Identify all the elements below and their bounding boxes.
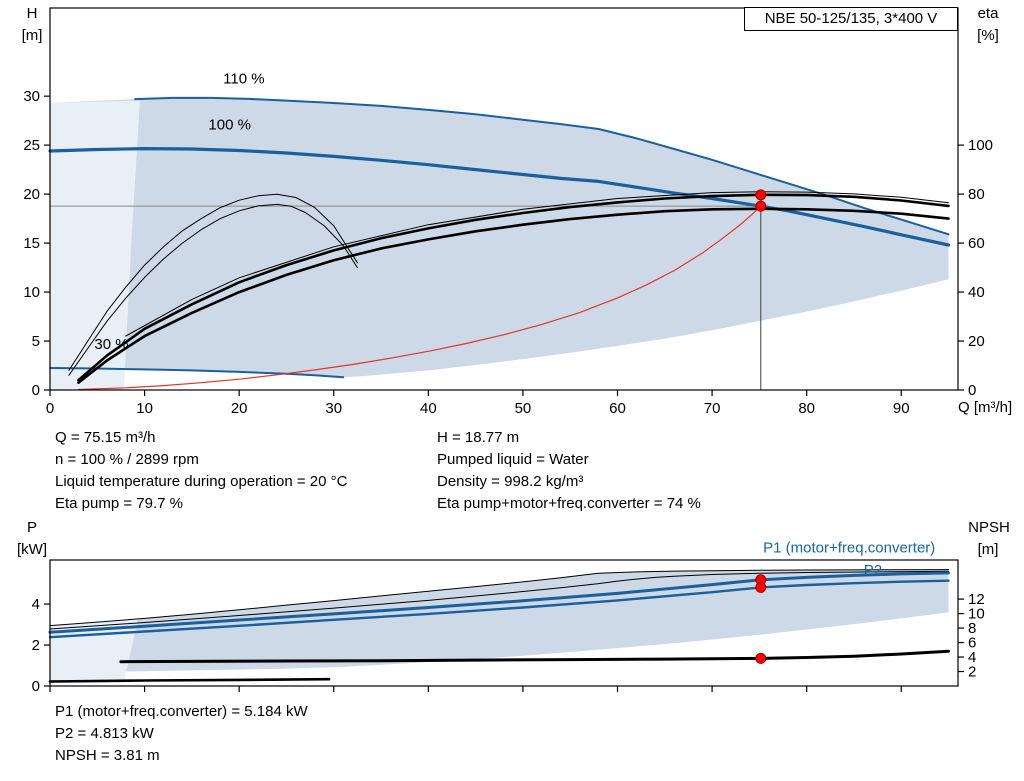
power-line-npsh: NPSH = 3.81 m [55,747,160,764]
plot-frame [49,7,959,391]
detail-line-temp: Liquid temperature during operation = 20… [55,473,348,490]
series-speed-curve-30 [49,367,345,379]
region-operating-envelope [50,97,949,378]
y-left-tick-label: 10 [23,284,40,301]
x-tick-label: 60 [609,400,626,417]
duty-details-right: H = 18.77 m Pumped liquid = Water Densit… [437,427,701,515]
power-line-p1: P1 (motor+freq.converter) = 5.184 kW [55,703,308,720]
curve-label: P1 (motor+freq.converter) [763,539,935,556]
y-right-tick-label: 0 [968,382,976,399]
curve-label: 30 % [94,336,128,353]
y-right-tick-label: 20 [968,333,985,350]
x-tick-label: 10 [136,400,153,417]
y-right-tick-label: 80 [968,186,985,203]
x-tick-label: 30 [325,400,342,417]
detail-line-h: H = 18.77 m [437,429,520,446]
series-p1-motor-freq-converter [48,571,950,634]
x-tick-label: 70 [704,400,721,417]
series-power-30-speed [48,677,331,683]
x-tick-label: 90 [893,400,910,417]
series-control-curve [77,205,762,391]
region-power-envelope [50,569,949,673]
detail-line-q: Q = 75.15 m³/h [55,429,156,446]
series-speed-curve-100 [48,147,951,247]
region-low-flow-region [50,100,140,390]
y-left-tick-label: 20 [23,186,40,203]
y-left-tick-label: 0 [32,382,40,399]
operating-point-marker [755,189,767,201]
detail-line-eta-pump: Eta pump = 79.7 % [55,495,183,512]
series-speed-curve-110 [134,96,950,236]
eta-axis-unit: [%] [977,27,999,44]
y-right-tick-label: 12 [968,591,985,608]
y-right-tick-label: 4 [968,649,976,666]
y-right-tick-label: 2 [968,664,976,681]
detail-line-density: Density = 998.2 kg/m³ [437,473,584,490]
y-right-tick-label: 6 [968,635,976,652]
series-eta-pump-motor-freq [77,207,950,385]
h-axis-unit: [m] [21,27,43,44]
curve-label: P2 [864,562,882,579]
y-left-tick-label: 25 [23,137,40,154]
power-line-p2: P2 = 4.813 kW [55,725,154,742]
operating-point-marker [755,581,767,593]
detail-line-liquid: Pumped liquid = Water [437,451,589,468]
x-tick-label: 50 [515,400,532,417]
detail-line-eta-total: Eta pump+motor+freq.converter = 74 % [437,495,701,512]
h-axis-label: H [26,5,38,22]
series-eta-thin-upper [125,191,949,337]
series-eta-proportional-1 [68,193,358,371]
hq-eta-chart: 0 10 20 30 40 50 60 70 80 90 0 5 10 15 20 25 30 0 20 40 60 80… [23,7,993,417]
curve-label: 100 % [208,116,251,133]
y-right-tick-label: 40 [968,284,985,301]
detail-line-n: n = 100 % / 2899 rpm [55,451,199,468]
x-tick-label: 80 [798,400,815,417]
y-right-tick-label: 60 [968,235,985,252]
npsh-axis-label: NPSH [968,519,1010,536]
x-tick-label: 40 [420,400,437,417]
duty-details-left: Q = 75.15 m³/h n = 100 % / 2899 rpm Liqu… [55,427,347,515]
x-tick-label: 0 [46,400,54,417]
y-left-tick-label: 30 [23,88,40,105]
operating-point-marker [755,652,767,664]
x-tick-label: 20 [231,400,248,417]
eta-axis-label: eta [977,5,999,22]
y-right-tick-label: 10 [968,606,985,623]
plot-frame [49,559,959,687]
series-p1-110-line [49,570,949,630]
series-npsh [119,649,950,664]
series-envelope-top-line [49,569,949,627]
p-axis-label: P [26,519,37,536]
q-axis-label: Q [m³/h] [958,399,1013,416]
p-axis-unit: [kW] [17,541,47,558]
series-eta-proportional-2 [68,203,358,376]
y-right-tick-label: 100 [968,137,993,154]
curve-label: 110 % [223,70,264,87]
operating-point-marker [755,200,767,212]
npsh-axis-unit: [m] [977,541,999,558]
power-details: P1 (motor+freq.converter) = 5.184 kW P2 … [55,701,308,767]
y-left-tick-label: 4 [32,596,40,613]
series-eta-pump [77,193,950,382]
y-right-tick-label: 8 [968,620,976,637]
y-left-tick-label: 2 [32,637,40,654]
series-p2 [48,579,950,639]
y-left-tick-label: 0 [32,678,40,695]
y-left-tick-label: 5 [32,333,40,350]
y-left-tick-label: 15 [23,235,40,252]
pump-title-box: NBE 50-125/135, 3*400 V [744,7,958,31]
